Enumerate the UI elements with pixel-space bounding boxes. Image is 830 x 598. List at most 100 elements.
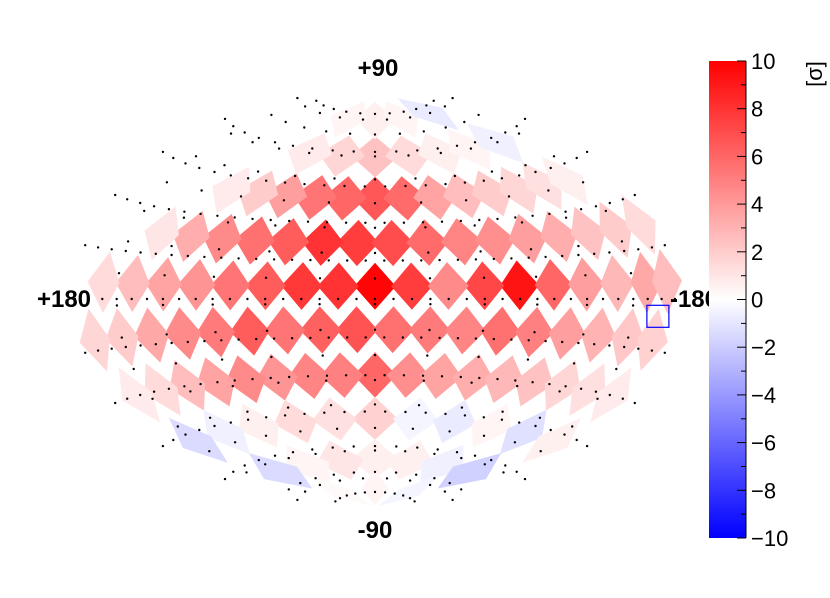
colorbar: 10 8 6 4 2 0 −2 −4 −6 −8 −10 [σ] [709,49,827,551]
grid-dot [223,477,227,481]
grid-dot [233,441,237,444]
grid-dot [517,132,521,135]
heatmap-cell [312,397,358,441]
grid-dot [373,353,377,357]
grid-dot [459,375,462,379]
grid-dot [552,155,556,158]
grid-dot [531,381,534,384]
grid-dot [338,497,342,500]
grid-dot [373,449,377,452]
colorbar-tick-label: 2 [751,240,763,265]
grid-dot [165,333,168,336]
grid-dot [216,381,219,384]
grid-dot [318,277,322,280]
grid-dot [314,452,317,456]
grid-dot [496,377,499,381]
grid-dot [117,272,121,275]
grid-dot [429,297,432,301]
grid-dot [575,438,578,442]
grid-dot [650,349,654,352]
grid-dot [373,403,377,406]
grid-dot [594,205,598,208]
grid-dot [383,259,386,262]
grid-dot [463,120,466,124]
grid-dot [270,355,273,359]
grid-dot [277,381,280,384]
grid-dot [563,162,566,165]
grid-dot [229,421,232,424]
grid-dot [518,174,521,177]
grid-dot [306,220,310,223]
heatmap-cell [168,417,228,463]
colorbar-tick-label: 10 [751,49,775,74]
grid-dot [325,379,328,382]
grid-dot [287,488,290,491]
heatmap-cell [522,417,582,463]
grid-dot [428,328,431,332]
grid-dot [660,297,663,301]
grid-dot [214,331,217,334]
heatmap-cell [621,195,656,255]
grid-dot [408,479,412,482]
grid-dot [451,96,454,100]
grid-dot [563,433,566,436]
grid-dot [404,184,407,188]
grid-dot [343,410,346,414]
grid-dot [290,258,294,261]
grid-dot [544,339,547,343]
grid-dot [534,275,538,278]
grid-dot [529,248,533,251]
grid-dot [325,374,329,377]
grid-dot [373,302,377,306]
grid-dot [139,344,142,347]
grid-dot [510,338,513,341]
grid-dot [384,410,387,413]
grid-dot [115,297,118,301]
grid-dot [327,201,331,204]
heatmap-cell [177,258,216,311]
grid-dot [514,216,517,219]
grid-dot [208,416,212,419]
grid-dot [464,199,468,202]
heatmap-cell [467,123,524,164]
grid-dot [414,177,417,180]
grid-dot [492,337,495,341]
grid-dot [483,463,486,466]
grid-dot [463,181,467,184]
grid-dot [453,174,457,178]
heatmap-cell [444,306,486,355]
grid-dot [436,448,439,451]
grid-dot [571,425,574,428]
grid-dot [314,477,317,480]
heatmap-cell [484,355,525,404]
grid-dot [303,412,306,416]
grid-dot [548,212,551,216]
grid-dot [444,126,447,129]
grid-dot [323,226,326,229]
grid-dot [211,303,214,306]
grid-dot [282,199,286,202]
heatmap-cell [372,306,415,354]
grid-dot [416,149,419,152]
grid-dot [548,382,551,386]
grid-dot [373,444,377,448]
grid-dot [322,104,325,107]
grid-dot [327,259,330,262]
grid-dot [101,297,104,301]
grid-dot [198,428,201,432]
grid-dot [383,221,386,224]
colorbar-tick-label: 0 [751,288,763,313]
grid-dot [536,303,539,306]
grid-dot [220,339,223,342]
grid-dot [527,256,530,259]
heatmap-cell [145,257,182,312]
grid-dot [438,336,441,340]
grid-dot [637,347,640,350]
heatmap-cell [580,307,616,363]
grid-dot [243,131,246,134]
grid-dot [331,149,334,152]
grid-dot [237,257,240,260]
grid-dot [621,397,624,400]
grid-dot [348,132,352,135]
grid-dot [246,418,250,421]
